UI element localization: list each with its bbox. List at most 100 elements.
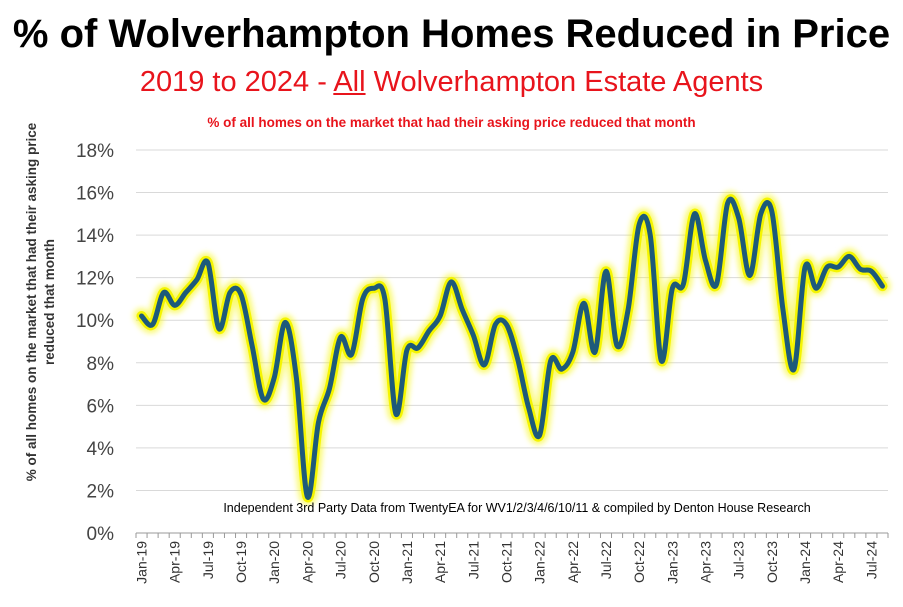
data-point-Jan-19: [140, 314, 144, 318]
chart-subtitle: 2019 to 2024 - All Wolverhampton Estate …: [0, 66, 903, 99]
x-tick-label: Jan-21: [399, 541, 415, 584]
data-point-Sep-23: [759, 212, 763, 216]
data-point-Aug-24: [880, 284, 884, 288]
y-tick-label: 18%: [76, 141, 114, 162]
y-tick-label: 6%: [87, 396, 115, 417]
data-point-Aug-21: [482, 363, 486, 367]
data-point-Jun-24: [858, 267, 862, 271]
y-tick-label: 16%: [76, 184, 114, 205]
source-annotation: Independent 3rd Party Data from TwentyEA…: [223, 501, 810, 515]
data-point-May-19: [184, 291, 188, 295]
data-point-Jul-24: [869, 269, 873, 273]
data-point-Jul-20: [339, 335, 343, 339]
data-point-Oct-22: [637, 222, 641, 226]
data-point-Jul-23: [737, 216, 741, 220]
x-tick-label: Jul-20: [333, 541, 349, 579]
data-point-Aug-20: [350, 352, 354, 356]
data-point-Feb-24: [814, 286, 818, 290]
subtitle-prefix: 2019 to 2024 -: [139, 66, 334, 98]
x-tick-label: Apr-23: [698, 541, 714, 583]
data-point-Jun-19: [195, 278, 199, 282]
chart-title: % of Wolverhampton Homes Reduced in Pric…: [12, 12, 891, 56]
data-point-Mar-23: [692, 212, 696, 216]
y-tick-label: 14%: [76, 226, 114, 247]
data-point-Apr-24: [836, 265, 840, 269]
x-tick-label: Apr-22: [565, 541, 581, 583]
data-point-Jan-22: [538, 433, 542, 437]
data-point-Nov-21: [516, 357, 520, 361]
y-tick-label: 4%: [87, 439, 115, 460]
data-point-Aug-22: [615, 344, 619, 348]
data-point-Jan-24: [803, 265, 807, 269]
data-point-Mar-21: [427, 329, 431, 333]
data-point-Sep-22: [626, 308, 630, 312]
data-point-Jan-20: [272, 376, 276, 380]
data-point-Oct-20: [372, 286, 376, 290]
x-tick-label: Jan-23: [664, 541, 680, 584]
data-point-Feb-19: [151, 322, 155, 326]
data-point-May-24: [847, 254, 851, 258]
x-tick-label: Jul-23: [731, 541, 747, 579]
y-tick-label: 12%: [76, 269, 114, 290]
x-tick-label: Oct-19: [233, 541, 249, 583]
data-point-May-22: [582, 301, 586, 305]
y-tick-label: 8%: [87, 354, 115, 375]
data-point-Sep-19: [228, 291, 232, 295]
data-point-Mar-20: [294, 376, 298, 380]
x-tick-label: Jul-22: [598, 541, 614, 579]
data-point-Jul-19: [206, 261, 210, 265]
y-tick-label: 0%: [87, 524, 115, 545]
data-point-Aug-19: [217, 327, 221, 331]
data-point-Dec-20: [394, 412, 398, 416]
y-axis-label-line-1: % of all homes on the market that had th…: [24, 122, 39, 481]
data-point-Nov-20: [383, 297, 387, 301]
x-tick-label: Jul-24: [863, 541, 879, 579]
x-tick-label: Oct-20: [366, 541, 382, 583]
data-point-Nov-19: [250, 344, 254, 348]
data-point-Aug-23: [748, 274, 752, 278]
data-point-Oct-23: [770, 210, 774, 214]
subtitle-suffix: Wolverhampton Estate Agents: [365, 66, 764, 98]
data-point-Mar-22: [560, 367, 564, 371]
x-tick-label: Oct-22: [631, 541, 647, 583]
x-axis: [135, 532, 889, 538]
data-point-Jun-23: [726, 201, 730, 205]
data-point-Jun-21: [460, 308, 464, 312]
x-tick-label: Apr-21: [432, 541, 448, 583]
x-tick-label: Jan-20: [266, 541, 282, 584]
x-tick-label: Apr-19: [167, 541, 183, 583]
data-point-Sep-21: [493, 322, 497, 326]
x-axis-ticks: Jan-19 Apr-19 Jul-19 Oct-19 Jan-20 Apr-20 Jul-…: [134, 541, 880, 584]
data-point-Feb-20: [283, 320, 287, 324]
data-point-Dec-22: [659, 359, 663, 363]
data-point-Nov-22: [648, 233, 652, 237]
data-point-Jul-22: [604, 269, 608, 273]
subtitle-underlined-word: All: [333, 66, 366, 98]
data-point-Feb-23: [681, 282, 685, 286]
data-point-Dec-19: [261, 397, 265, 401]
y-tick-label: 10%: [76, 311, 114, 332]
data-point-Apr-23: [704, 259, 708, 263]
x-tick-label: Oct-21: [498, 541, 514, 583]
data-point-Jan-21: [405, 348, 409, 352]
x-tick-label: Jul-19: [200, 541, 216, 579]
data-point-Sep-20: [361, 297, 365, 301]
y-axis-ticks: 0% 2% 4% 6% 8% 10% 12% 14% 16% 18%: [76, 141, 114, 545]
data-point-May-21: [449, 280, 453, 284]
data-point-May-23: [715, 282, 719, 286]
data-point-Oct-19: [239, 293, 243, 297]
data-point-Nov-23: [781, 308, 785, 312]
x-tick-label: Oct-23: [764, 541, 780, 583]
data-point-Jun-20: [328, 386, 332, 390]
data-point-Mar-19: [162, 291, 166, 295]
x-tick-label: Apr-24: [830, 541, 846, 583]
x-tick-label: Jan-22: [532, 541, 548, 584]
x-tick-label: Apr-20: [299, 541, 315, 583]
data-point-Apr-22: [571, 350, 575, 354]
data-point-Apr-20: [305, 495, 309, 499]
x-tick-label: Jan-24: [797, 541, 813, 584]
x-tick-label: Jul-21: [465, 541, 481, 579]
chart-note: % of all homes on the market that had th…: [207, 115, 696, 130]
data-point-Jan-23: [670, 286, 674, 290]
